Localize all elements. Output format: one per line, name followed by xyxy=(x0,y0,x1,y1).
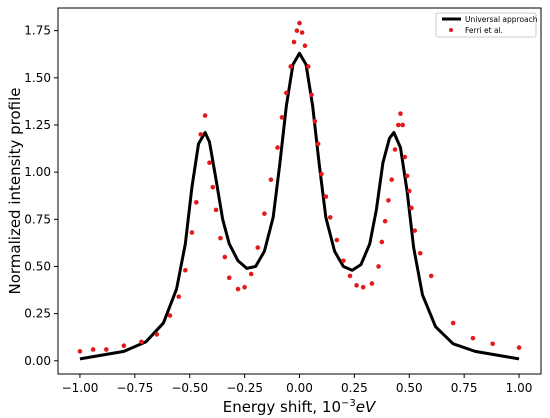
data-point-ferri xyxy=(176,294,182,299)
data-point-ferri xyxy=(516,345,522,350)
data-point-ferri xyxy=(297,20,302,26)
y-axis-ticks: 0.00 0.25 0.50 0.75 1.00 1.25 1.50 1.75 xyxy=(24,24,58,368)
data-point-ferri xyxy=(490,341,496,347)
data-point-ferri xyxy=(104,347,109,352)
plot-frame xyxy=(57,7,542,375)
data-point-ferri xyxy=(396,122,401,128)
data-point-ferri xyxy=(226,275,232,281)
data-point-ferri xyxy=(255,245,261,250)
data-point-ferri xyxy=(242,284,247,290)
data-point-ferri xyxy=(470,335,476,341)
data-point-ferri xyxy=(379,239,385,245)
x-tick-label: 1.00 xyxy=(506,381,533,395)
data-point-ferri xyxy=(406,188,412,194)
data-point-ferri xyxy=(319,171,324,177)
data-point-ferri xyxy=(198,132,203,137)
data-point-ferri xyxy=(398,111,403,116)
data-point-ferri xyxy=(315,141,321,147)
data-point-ferri xyxy=(279,115,285,120)
x-tick-label: 0.75 xyxy=(451,381,478,395)
data-point-ferri xyxy=(450,320,456,326)
data-point-ferri xyxy=(404,173,410,179)
data-point-ferri xyxy=(154,332,160,337)
data-point-ferri xyxy=(222,254,228,260)
y-tick-label: 1.00 xyxy=(24,165,51,179)
data-point-ferri xyxy=(402,154,408,160)
data-point-ferri xyxy=(354,283,359,288)
data-point-ferri xyxy=(77,349,83,354)
data-point-ferri xyxy=(302,43,308,49)
data-point-ferri xyxy=(369,281,375,286)
data-point-ferri xyxy=(409,205,414,211)
data-point-ferri xyxy=(262,211,267,216)
data-point-ferri xyxy=(389,177,395,182)
x-tick-label: 0.25 xyxy=(341,381,368,395)
data-point-ferri xyxy=(312,118,318,124)
y-axis-label: Normalized intensity profile xyxy=(6,87,24,294)
legend-dot-swatch xyxy=(449,28,453,32)
data-point-ferri xyxy=(376,264,381,269)
x-axis-label: Energy shift, 10−3eV xyxy=(223,398,377,416)
data-point-ferri xyxy=(392,147,398,152)
y-tick-label: 0.00 xyxy=(24,354,51,368)
x-tick-label: −1.00 xyxy=(62,381,99,395)
data-point-ferri xyxy=(334,237,340,243)
data-point-ferri xyxy=(183,267,188,273)
x-axis-label-exponent: −3 xyxy=(341,398,356,409)
data-point-ferri xyxy=(412,228,418,233)
x-axis-label-main: Energy shift, 10 xyxy=(223,398,341,416)
data-point-ferri xyxy=(275,145,280,150)
data-point-ferri xyxy=(305,64,311,69)
x-tick-label: 0.50 xyxy=(396,381,423,395)
data-point-ferri xyxy=(218,235,223,241)
legend-label-universal: Universal approach xyxy=(465,15,538,24)
data-point-ferri xyxy=(210,184,216,190)
y-tick-label: 1.50 xyxy=(24,71,51,85)
data-point-ferri xyxy=(309,92,314,98)
data-point-ferri xyxy=(400,122,405,128)
data-point-ferri xyxy=(417,250,423,256)
y-tick-label: 1.25 xyxy=(24,118,51,132)
y-tick-label: 0.50 xyxy=(24,259,51,273)
data-point-ferri xyxy=(323,194,329,199)
data-point-ferri xyxy=(428,273,434,279)
data-point-ferri xyxy=(248,271,254,277)
x-axis-ticks: −1.00 −0.75 −0.50 −0.25 0.00 0.25 0.50 0.75 1.00 xyxy=(62,374,533,395)
data-point-ferri xyxy=(207,160,212,165)
y-tick-label: 0.25 xyxy=(24,307,51,321)
legend-label-ferri: Ferri et al. xyxy=(465,26,503,35)
data-point-ferri xyxy=(139,339,144,345)
data-point-ferri xyxy=(327,215,333,220)
data-point-ferri xyxy=(189,230,195,235)
data-point-ferri xyxy=(299,30,305,35)
data-point-ferri xyxy=(202,113,208,118)
data-point-ferri xyxy=(268,177,274,182)
data-point-ferri xyxy=(121,343,127,349)
x-axis-label-unit: eV xyxy=(356,398,377,416)
data-point-ferri xyxy=(386,198,391,203)
data-point-ferri xyxy=(284,90,289,96)
x-tick-label: −0.50 xyxy=(171,381,208,395)
x-tick-label: −0.75 xyxy=(116,381,153,395)
legend: Universal approach Ferri et al. xyxy=(435,12,538,38)
data-point-ferri xyxy=(347,273,353,279)
data-point-ferri xyxy=(235,286,241,292)
data-point-ferri xyxy=(90,347,96,352)
data-point-ferri xyxy=(194,200,199,205)
data-point-ferri xyxy=(294,28,300,33)
data-point-ferri xyxy=(341,258,346,264)
x-tick-label: −0.25 xyxy=(226,381,263,395)
y-tick-label: 0.75 xyxy=(24,212,51,226)
data-point-ferri xyxy=(288,64,294,69)
data-point-ferri xyxy=(360,284,366,290)
y-tick-label: 1.75 xyxy=(24,24,51,38)
data-point-ferri xyxy=(213,207,219,213)
data-point-ferri xyxy=(291,39,297,45)
data-point-ferri xyxy=(382,218,388,224)
x-tick-label: 0.00 xyxy=(286,381,313,395)
data-point-ferri xyxy=(167,313,173,318)
